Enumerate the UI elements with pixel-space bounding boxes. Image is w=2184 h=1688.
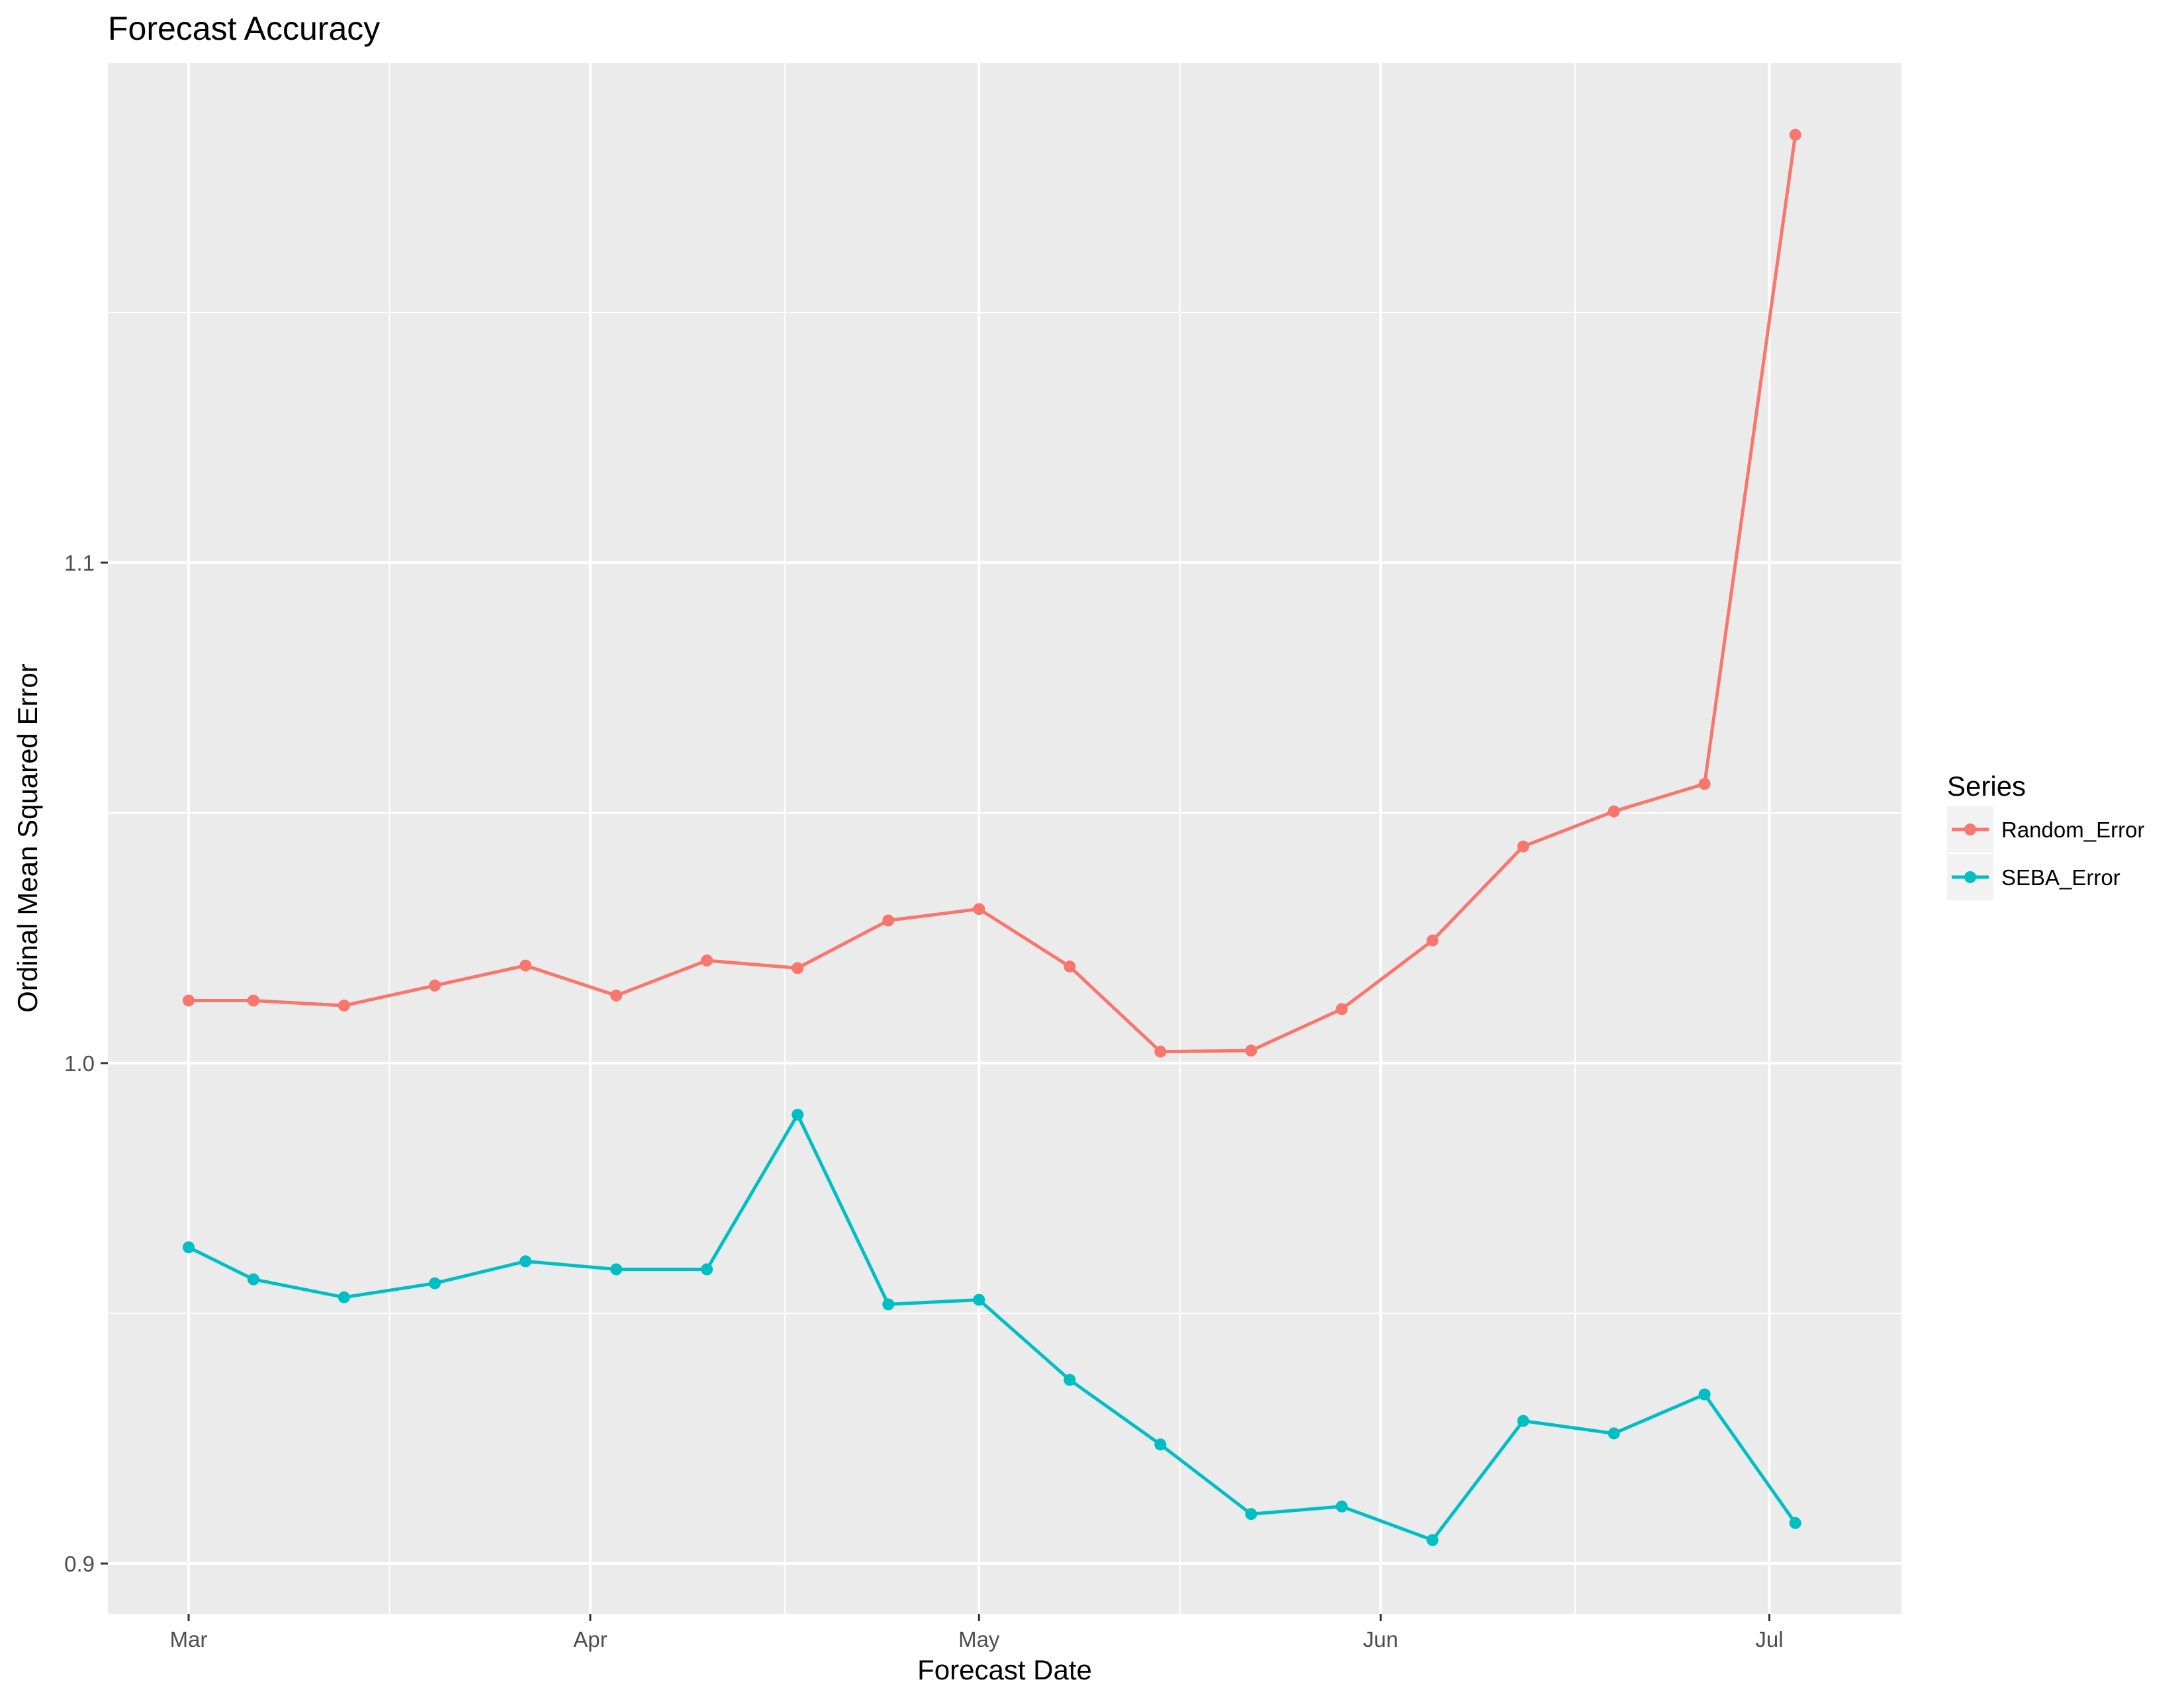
data-point-random-error [1064,961,1076,973]
data-point-seba-error [1336,1500,1348,1513]
data-point-seba-error [520,1255,531,1268]
data-point-random-error [520,959,531,972]
legend-label-seba-error: SEBA_Error [2001,865,2120,890]
x-axis-title: Forecast Date [917,1654,1092,1685]
data-point-seba-error [1698,1388,1711,1401]
data-point-seba-error [247,1273,259,1286]
data-point-random-error [792,962,804,974]
grid-minor [108,63,1901,1614]
data-point-seba-error [701,1263,713,1276]
data-point-random-error [247,994,259,1007]
data-point-random-error [338,1000,350,1012]
data-point-random-error [610,989,623,1002]
y-tick-label: 1.1 [64,551,95,575]
data-point-random-error [429,979,441,992]
data-point-random-error [183,994,195,1007]
legend-items: Random_Error SEBA_Error [1947,806,2144,900]
data-point-seba-error [1426,1534,1439,1546]
data-point-random-error [1698,778,1711,790]
plot-panel [108,63,1901,1614]
data-point-random-error [1426,934,1439,947]
y-tick-label: 1.0 [64,1051,95,1076]
x-tick-label: Mar [170,1627,208,1652]
data-point-seba-error [1064,1374,1076,1386]
legend-title: Series [1947,771,2026,802]
series-layer [183,128,1801,1546]
data-point-random-error [1336,1003,1348,1015]
y-axis: 0.9 1.0 1.1 [64,551,108,1576]
x-tick-label: May [958,1627,1000,1652]
data-point-seba-error [1517,1415,1529,1427]
data-point-seba-error [338,1291,350,1303]
y-tick-label: 0.9 [64,1552,95,1576]
data-point-seba-error [429,1277,441,1289]
legend-label-random-error: Random_Error [2001,818,2144,842]
legend-key-point-random-error [1964,823,1976,835]
x-tick-label: Jul [1755,1627,1783,1652]
legend: Series Random_Error SEBA_Error [1947,771,2144,900]
legend-key-point-seba-error [1964,871,1976,883]
grid-major [108,63,1901,1614]
data-point-random-error [973,903,985,915]
data-point-random-error [1154,1045,1167,1058]
data-point-random-error [882,914,895,927]
data-point-random-error [1517,840,1529,853]
data-point-seba-error [183,1241,195,1254]
data-point-seba-error [1154,1438,1167,1451]
data-point-random-error [701,955,713,966]
y-axis-title: Ordinal Mean Squared Error [12,663,43,1013]
data-point-seba-error [792,1108,804,1121]
data-point-seba-error [1608,1427,1620,1440]
data-point-seba-error [882,1298,895,1311]
data-point-random-error [1608,805,1620,818]
data-point-seba-error [973,1293,985,1306]
x-axis: Mar Apr May Jun Jul [170,1614,1784,1652]
data-point-seba-error [1245,1508,1257,1521]
x-tick-label: Apr [573,1627,607,1652]
data-point-seba-error [610,1263,623,1276]
chart-title: Forecast Accuracy [108,10,380,47]
x-tick-label: Jun [1363,1627,1398,1652]
data-point-random-error [1789,128,1801,141]
data-point-seba-error [1789,1517,1801,1529]
data-point-random-error [1245,1045,1257,1057]
